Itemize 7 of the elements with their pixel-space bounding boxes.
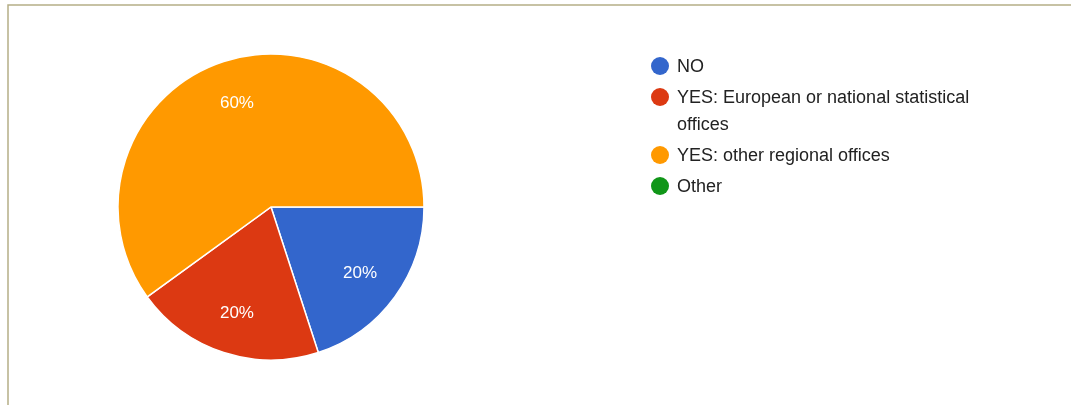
legend-label: YES: European or national statistical offices <box>677 87 970 135</box>
data-label: 20% <box>219 302 254 322</box>
legend-label: YES: other regional offices <box>677 145 890 166</box>
data-label: 60% <box>219 93 254 113</box>
data-label: 20% <box>343 262 378 282</box>
legend-label: NO <box>677 56 704 77</box>
legend-label: Other <box>677 176 723 197</box>
